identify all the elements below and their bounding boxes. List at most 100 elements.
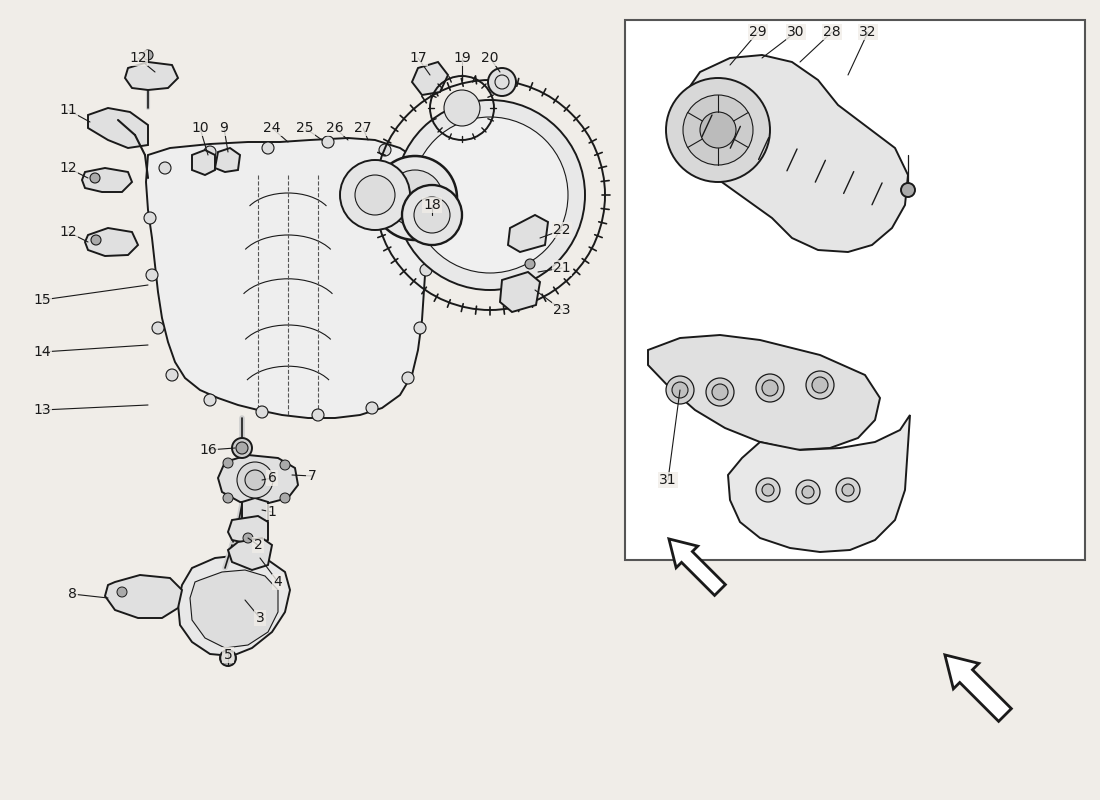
Polygon shape (178, 555, 290, 656)
Text: 12: 12 (59, 161, 77, 175)
Circle shape (223, 458, 233, 468)
Circle shape (488, 68, 516, 96)
Text: 3: 3 (255, 611, 264, 625)
Circle shape (236, 462, 273, 498)
Text: 30: 30 (788, 25, 805, 39)
Circle shape (236, 442, 248, 454)
Circle shape (762, 484, 774, 496)
Circle shape (683, 95, 754, 165)
Polygon shape (412, 62, 448, 95)
Text: 12: 12 (59, 225, 77, 239)
Text: 29: 29 (749, 25, 767, 39)
Text: 11: 11 (59, 103, 77, 117)
Text: 13: 13 (33, 403, 51, 417)
Circle shape (355, 175, 395, 215)
Circle shape (152, 322, 164, 334)
Polygon shape (228, 538, 272, 570)
Polygon shape (214, 148, 240, 172)
Polygon shape (728, 415, 910, 552)
Circle shape (90, 173, 100, 183)
Circle shape (806, 371, 834, 399)
Circle shape (340, 160, 410, 230)
Polygon shape (85, 228, 138, 256)
Text: 6: 6 (267, 471, 276, 485)
Circle shape (412, 169, 424, 181)
Text: 23: 23 (553, 303, 571, 317)
Circle shape (412, 117, 568, 273)
Text: 7: 7 (308, 469, 317, 483)
Circle shape (144, 212, 156, 224)
Circle shape (666, 78, 770, 182)
Circle shape (762, 380, 778, 396)
Polygon shape (508, 215, 548, 252)
Circle shape (836, 478, 860, 502)
Circle shape (379, 144, 390, 156)
Circle shape (420, 264, 432, 276)
Polygon shape (242, 498, 268, 525)
Circle shape (166, 369, 178, 381)
Circle shape (666, 376, 694, 404)
Polygon shape (82, 168, 132, 192)
Polygon shape (228, 516, 268, 545)
Circle shape (243, 533, 253, 543)
Circle shape (280, 460, 290, 470)
Circle shape (373, 156, 456, 240)
Polygon shape (192, 150, 215, 175)
Circle shape (204, 146, 216, 158)
Text: 15: 15 (33, 293, 51, 307)
Polygon shape (945, 655, 1011, 722)
Text: 19: 19 (453, 51, 471, 65)
Text: 28: 28 (823, 25, 840, 39)
Circle shape (422, 212, 435, 224)
Bar (625, 20, 1085, 560)
Circle shape (262, 142, 274, 154)
Text: 2: 2 (254, 538, 263, 552)
Text: 32: 32 (859, 25, 877, 39)
Circle shape (146, 269, 158, 281)
Polygon shape (104, 575, 182, 618)
Circle shape (706, 378, 734, 406)
Text: 25: 25 (296, 121, 314, 135)
Text: 4: 4 (274, 575, 283, 589)
Circle shape (280, 493, 290, 503)
Polygon shape (500, 272, 540, 312)
Circle shape (414, 322, 426, 334)
Circle shape (160, 162, 170, 174)
Circle shape (312, 409, 324, 421)
Text: 22: 22 (553, 223, 571, 237)
Polygon shape (670, 55, 908, 252)
Circle shape (812, 377, 828, 393)
Circle shape (366, 402, 378, 414)
Circle shape (842, 484, 854, 496)
Text: 31: 31 (659, 473, 676, 487)
Text: 1: 1 (267, 505, 276, 519)
Circle shape (91, 235, 101, 245)
Circle shape (796, 480, 820, 504)
Circle shape (700, 112, 736, 148)
Circle shape (220, 650, 236, 666)
Text: 5: 5 (223, 648, 232, 662)
Circle shape (322, 136, 334, 148)
Circle shape (387, 170, 443, 226)
Text: 24: 24 (263, 121, 280, 135)
Polygon shape (190, 570, 278, 648)
Circle shape (245, 470, 265, 490)
Circle shape (204, 394, 216, 406)
Circle shape (901, 183, 915, 197)
Text: 20: 20 (482, 51, 498, 65)
Polygon shape (669, 539, 725, 595)
Circle shape (712, 384, 728, 400)
Text: 21: 21 (553, 261, 571, 275)
Text: 9: 9 (220, 121, 229, 135)
Text: 26: 26 (327, 121, 344, 135)
Polygon shape (218, 455, 298, 504)
Circle shape (756, 374, 784, 402)
Text: 18: 18 (424, 198, 441, 212)
Text: 16: 16 (199, 443, 217, 457)
Circle shape (525, 259, 535, 269)
Polygon shape (146, 138, 432, 418)
Polygon shape (648, 335, 880, 450)
Text: 10: 10 (191, 121, 209, 135)
Text: 8: 8 (67, 587, 76, 601)
Circle shape (402, 185, 462, 245)
